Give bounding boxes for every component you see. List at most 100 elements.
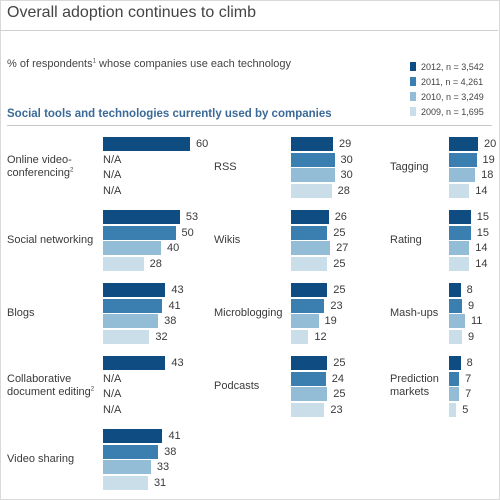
bar-value-label: 8 xyxy=(466,284,473,296)
bar-value-label: 19 xyxy=(324,315,337,327)
category-footnote-marker: 2 xyxy=(90,386,95,393)
bar-value-label: 38 xyxy=(164,315,177,327)
category-label: Tagging xyxy=(390,161,429,174)
bar xyxy=(291,387,328,401)
bar xyxy=(103,241,161,255)
bar-value-label: 50 xyxy=(181,226,194,239)
bar-value-label: 9 xyxy=(468,299,475,312)
bar-value-label: 14 xyxy=(475,242,488,254)
bar-value-label: 25 xyxy=(333,226,346,239)
legend-item: 2010, n = 3,249 xyxy=(410,89,484,104)
bar-value-label: 32 xyxy=(155,330,168,343)
bar xyxy=(103,460,151,474)
bar xyxy=(103,137,190,151)
bar xyxy=(291,256,328,271)
bar-value-label: 25 xyxy=(333,257,346,270)
legend: 2012, n = 3,542 2011, n = 4,261 2010, n = … xyxy=(410,59,484,119)
na-label: N/A xyxy=(103,184,122,197)
title-bar: Overall adoption continues to climb xyxy=(0,0,498,31)
category-label: Blogs xyxy=(7,307,35,320)
legend-item: 2009, n = 1,695 xyxy=(410,104,484,119)
category-label-line: Online video- xyxy=(7,154,72,167)
bar xyxy=(103,329,150,344)
bar-value-label: 43 xyxy=(171,357,184,369)
category-label: Online video-conferencing2 xyxy=(7,154,73,180)
bar-value-label: 12 xyxy=(314,330,327,343)
bar xyxy=(103,283,166,297)
category-label: Microblogging xyxy=(214,307,282,320)
category-label-line: Wikis xyxy=(214,233,241,246)
category-label: Rating xyxy=(390,234,422,247)
category-label-line: conferencing2 xyxy=(7,167,74,180)
bar-value-label: 41 xyxy=(168,430,181,442)
legend-swatch xyxy=(410,77,416,86)
bar-value-label: 41 xyxy=(168,299,181,312)
category-label-line: Video sharing xyxy=(7,452,75,465)
bar-value-label: 9 xyxy=(468,330,475,343)
bar xyxy=(103,225,176,240)
bar xyxy=(449,329,463,344)
bar xyxy=(291,402,325,417)
section-divider xyxy=(7,125,492,126)
bar xyxy=(449,387,460,401)
category-label-line: Prediction xyxy=(390,373,439,386)
bar-value-label: 28 xyxy=(337,184,350,197)
category-label: RSS xyxy=(214,161,237,174)
bar-value-label: 25 xyxy=(333,388,346,400)
category-label-line: Tagging xyxy=(390,160,429,173)
bar-value-label: 31 xyxy=(153,476,167,489)
category-label-line: Mash-ups xyxy=(390,306,439,319)
subtitle-text: % of respondents xyxy=(7,58,93,70)
bar-value-label: 19 xyxy=(482,153,495,166)
legend-label: 2012, n = 3,542 xyxy=(421,61,484,72)
bar xyxy=(103,298,163,313)
category-label: Mash-ups xyxy=(390,307,438,320)
bar-value-label: 25 xyxy=(333,357,346,369)
bar xyxy=(103,356,166,370)
na-label: N/A xyxy=(103,372,122,385)
bar xyxy=(449,241,470,255)
na-label: N/A xyxy=(103,388,122,400)
bar-value-label: 8 xyxy=(466,357,473,369)
category-label-line: Blogs xyxy=(7,306,35,319)
bar xyxy=(449,183,470,198)
legend-item: 2012, n = 3,542 xyxy=(410,59,484,74)
bar-value-label: 30 xyxy=(340,153,353,166)
bar xyxy=(291,152,335,167)
category-label: Video sharing xyxy=(7,453,74,466)
bar xyxy=(291,137,334,151)
na-label: N/A xyxy=(103,169,122,181)
bar-value-label: 18 xyxy=(481,169,494,181)
bar xyxy=(103,314,159,328)
bar xyxy=(103,429,163,443)
bar xyxy=(291,298,325,313)
subtitle-footnote-marker: 1 xyxy=(92,58,96,65)
bar-value-label: 43 xyxy=(171,284,184,296)
bar-value-label: 7 xyxy=(465,372,472,385)
bar-value-label: 5 xyxy=(462,403,469,416)
bar xyxy=(103,475,148,490)
bar xyxy=(449,256,470,271)
bar-value-label: 60 xyxy=(196,138,209,150)
category-label-line: Rating xyxy=(390,233,422,246)
bar xyxy=(291,210,329,224)
bar-value-label: 15 xyxy=(476,226,489,239)
category-label: Podcasts xyxy=(214,380,259,393)
category-label-line: Microblogging xyxy=(214,306,283,319)
bar xyxy=(449,356,461,370)
bar xyxy=(291,356,328,370)
category-label-line: document editing2 xyxy=(7,386,95,399)
bar xyxy=(449,168,476,182)
legend-swatch xyxy=(410,62,416,71)
bar-value-label: 23 xyxy=(330,299,343,312)
legend-label: 2009, n = 1,695 xyxy=(421,106,484,117)
bar xyxy=(291,225,328,240)
bar xyxy=(449,210,471,224)
legend-swatch xyxy=(410,92,416,101)
bar-value-label: 23 xyxy=(330,403,343,416)
bar-value-label: 15 xyxy=(476,211,489,223)
category-label-line: Social networking xyxy=(7,233,94,246)
legend-item: 2011, n = 4,261 xyxy=(410,74,484,89)
legend-label: 2011, n = 4,261 xyxy=(421,76,484,87)
